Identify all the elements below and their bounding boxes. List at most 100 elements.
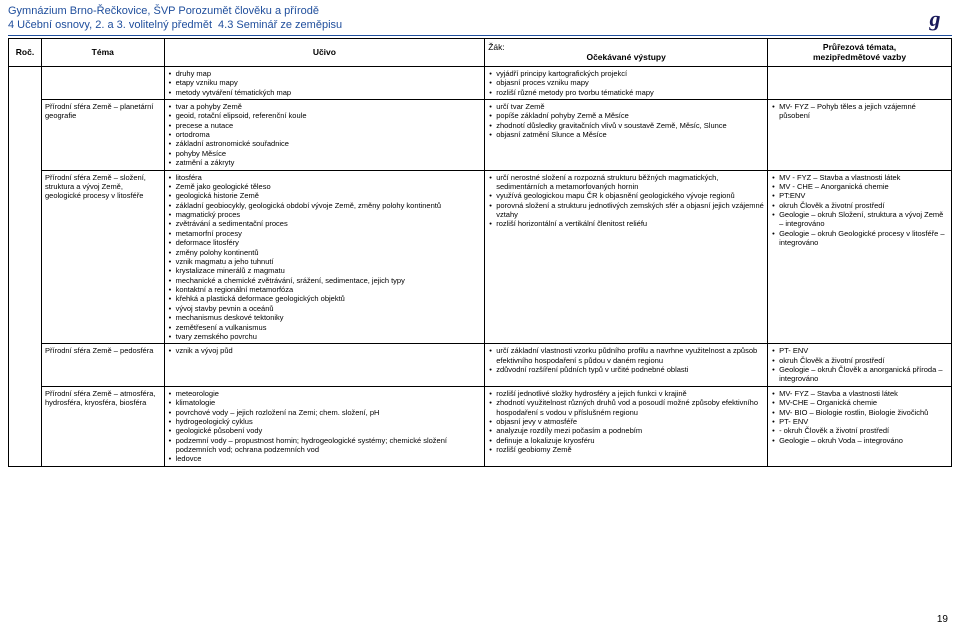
list-item: objasní proces vzniku mapy: [488, 78, 764, 87]
list-item: mechanismus deskové tektoniky: [168, 313, 482, 322]
list-item: metamorfní procesy: [168, 229, 482, 238]
list-item: precese a nutace: [168, 121, 482, 130]
list-item: magmatický proces: [168, 210, 482, 219]
ucivo-cell: tvar a pohyby Zeměgeoid, rotační elipsoi…: [164, 99, 485, 170]
tema-cell: [42, 66, 165, 99]
list-item: vývoj stavby pevnin a oceánů: [168, 304, 482, 313]
list-item: zemětřesení a vulkanismus: [168, 323, 482, 332]
col-prurez: Průřezová témata, mezipředmětové vazby: [768, 38, 952, 66]
list-item: litosféra: [168, 173, 482, 182]
list-item: popíše základní pohyby Země a Měsíce: [488, 111, 764, 120]
list-item: zdůvodní rozšíření půdních typů v určité…: [488, 365, 764, 374]
list-item: PT:ENV: [771, 191, 948, 200]
list-item: meteorologie: [168, 389, 482, 398]
school-logo-icon: g: [920, 4, 950, 34]
list-item: PT- ENV: [771, 417, 948, 426]
header-divider: [8, 35, 952, 36]
list-item: metody vytváření tématických map: [168, 88, 482, 97]
curriculum-table: Roč. Téma Učivo Žák: Očekávané výstupy P…: [8, 38, 952, 467]
list-item: Geologie – okruh Člověk a anorganická př…: [771, 365, 948, 384]
list-item: určí nerostné složení a rozpozná struktu…: [488, 173, 764, 192]
ucivo-cell: meteorologieklimatologiepovrchové vody –…: [164, 386, 485, 466]
list-item: změny polohy kontinentů: [168, 248, 482, 257]
list-item: hydrogeologický cyklus: [168, 417, 482, 426]
tema-cell: Přírodní sféra Země – planetární geograf…: [42, 99, 165, 170]
list-item: geologické působení vody: [168, 426, 482, 435]
list-item: objasní zatmění Slunce a Měsíce: [488, 130, 764, 139]
table-row: Přírodní sféra Země – složení, struktura…: [9, 170, 952, 344]
list-item: kontaktní a regionální metamorfóza: [168, 285, 482, 294]
list-item: MV- BIO – Biologie rostlin, Biologie živ…: [771, 408, 948, 417]
list-item: ledovce: [168, 454, 482, 463]
tema-cell: Přírodní sféra Země – pedosféra: [42, 344, 165, 387]
list-item: tvary zemského povrchu: [168, 332, 482, 341]
col-roc: Roč.: [9, 38, 42, 66]
header-line2b: 4.3 Seminář ze zeměpisu: [218, 18, 342, 32]
header-school: Gymnázium Brno-Řečkovice, ŠVP Porozumět …: [8, 4, 952, 18]
vystupy-cell: určí tvar Zeměpopíše základní pohyby Zem…: [485, 99, 768, 170]
list-item: rozliší horizontální a vertikální členit…: [488, 219, 764, 228]
list-item: základní geobiocykly, geologická období …: [168, 201, 482, 210]
list-item: etapy vzniku mapy: [168, 78, 482, 87]
vystupy-cell: rozliší jednotlivé složky hydrosféry a j…: [485, 386, 768, 466]
page-number: 19: [937, 614, 948, 625]
header-line2a: 4 Učební osnovy, 2. a 3. volitelný předm…: [8, 18, 212, 32]
list-item: okruh Člověk a životní prostředí: [771, 201, 948, 210]
prurez-cell: PT- ENVokruh Člověk a životní prostředíG…: [768, 344, 952, 387]
ucivo-cell: litosféraZemě jako geologické tělesogeol…: [164, 170, 485, 344]
prurez-cell: MV - FYZ – Stavba a vlastnosti látekMV -…: [768, 170, 952, 344]
list-item: využívá geologickou mapu ČR k objasnění …: [488, 191, 764, 200]
col-ucivo: Učivo: [164, 38, 485, 66]
list-item: analyzuje rozdíly mezi počasím a podnebí…: [488, 426, 764, 435]
list-item: tvar a pohyby Země: [168, 102, 482, 111]
vystupy-label: Očekávané výstupy: [488, 52, 764, 63]
prurez-label1: Průřezová témata,: [771, 42, 948, 53]
list-item: určí tvar Země: [488, 102, 764, 111]
ucivo-cell: druhy mapetapy vzniku mapymetody vytváře…: [164, 66, 485, 99]
list-item: určí základní vlastnosti vzorku půdního …: [488, 346, 764, 365]
table-header-row: Roč. Téma Učivo Žák: Očekávané výstupy P…: [9, 38, 952, 66]
list-item: MV - FYZ – Stavba a vlastnosti látek: [771, 173, 948, 182]
list-item: objasní jevy v atmosféře: [488, 417, 764, 426]
list-item: mechanické a chemické zvětrávání, srážen…: [168, 276, 482, 285]
list-item: vznik magmatu a jeho tuhnutí: [168, 257, 482, 266]
vystupy-cell: určí základní vlastnosti vzorku půdního …: [485, 344, 768, 387]
list-item: - okruh Člověk a životní prostředí: [771, 426, 948, 435]
col-tema: Téma: [42, 38, 165, 66]
table-row: Přírodní sféra Země – planetární geograf…: [9, 99, 952, 170]
list-item: Země jako geologické těleso: [168, 182, 482, 191]
list-item: PT- ENV: [771, 346, 948, 355]
list-item: krystalizace minerálů z magmatu: [168, 266, 482, 275]
list-item: vyjádří principy kartografických projekc…: [488, 69, 764, 78]
list-item: klimatologie: [168, 398, 482, 407]
list-item: MV- FYZ – Stavba a vlastnosti látek: [771, 389, 948, 398]
list-item: Geologie – okruh Složení, struktura a vý…: [771, 210, 948, 229]
list-item: Geologie – okruh Voda – integrováno: [771, 436, 948, 445]
list-item: rozliší geobiomy Země: [488, 445, 764, 454]
list-item: zhodnotí využitelnost různých druhů vod …: [488, 398, 764, 417]
list-item: MV- FYZ – Pohyb těles a jejich vzájemné …: [771, 102, 948, 121]
list-item: MV - CHE – Anorganická chemie: [771, 182, 948, 191]
vystupy-cell: vyjádří principy kartografických projekc…: [485, 66, 768, 99]
list-item: zhodnotí důsledky gravitačních vlivů v s…: [488, 121, 764, 130]
list-item: Geologie – okruh Geologické procesy v li…: [771, 229, 948, 248]
page-header: Gymnázium Brno-Řečkovice, ŠVP Porozumět …: [0, 0, 960, 38]
list-item: podzemní vody – propustnost hornin; hydr…: [168, 436, 482, 455]
list-item: vznik a vývoj půd: [168, 346, 482, 355]
list-item: křehká a plastická deformace geologickýc…: [168, 294, 482, 303]
col-vystupy: Žák: Očekávané výstupy: [485, 38, 768, 66]
prurez-cell: MV- FYZ – Pohyb těles a jejich vzájemné …: [768, 99, 952, 170]
list-item: deformace litosféry: [168, 238, 482, 247]
list-item: porovná složení a strukturu jednotlivých…: [488, 201, 764, 220]
list-item: zatmění a zákryty: [168, 158, 482, 167]
prurez-label2: mezipředmětové vazby: [771, 52, 948, 63]
table-row: Přírodní sféra Země – pedosféravznik a v…: [9, 344, 952, 387]
prurez-cell: MV- FYZ – Stavba a vlastnosti látekMV-CH…: [768, 386, 952, 466]
list-item: MV-CHE – Organická chemie: [771, 398, 948, 407]
list-item: pohyby Měsíce: [168, 149, 482, 158]
tema-cell: Přírodní sféra Země – atmosféra, hydrosf…: [42, 386, 165, 466]
vystupy-cell: určí nerostné složení a rozpozná struktu…: [485, 170, 768, 344]
list-item: geoid, rotační elipsoid, referenční koul…: [168, 111, 482, 120]
roc-cell: [9, 66, 42, 466]
table-row: Přírodní sféra Země – atmosféra, hydrosf…: [9, 386, 952, 466]
